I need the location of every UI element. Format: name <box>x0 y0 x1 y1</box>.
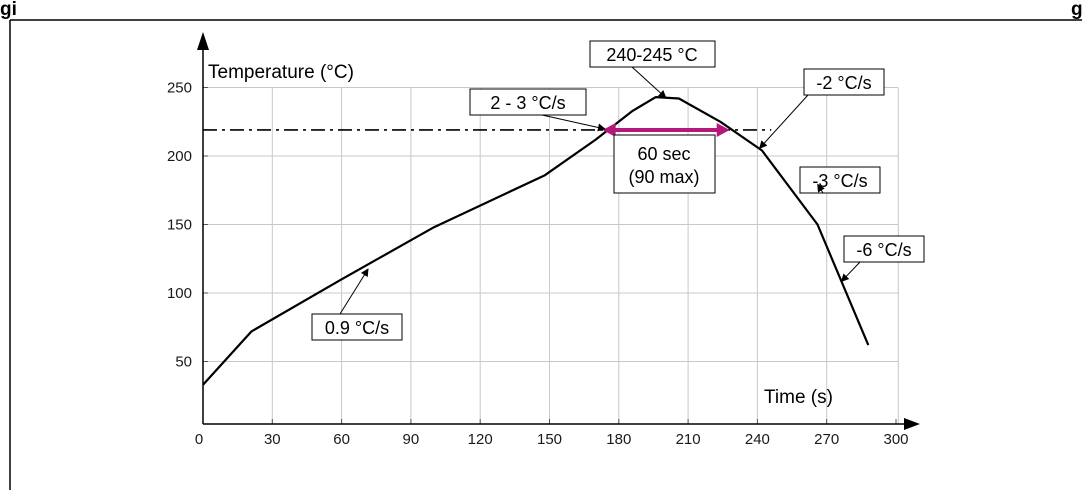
x-tick-label: 180 <box>606 431 631 448</box>
caption-fragment-right: g <box>1071 0 1082 20</box>
y-tick-label: 150 <box>167 217 192 234</box>
annotation-arrow <box>339 268 369 315</box>
x-axis-arrow <box>904 418 920 430</box>
annotation-cool-3: -6 °C/s <box>840 235 925 283</box>
annotation-peak: 240-245 °C <box>589 40 716 99</box>
annotation-text: -3 °C/s <box>812 171 867 191</box>
annotation-box <box>613 134 716 194</box>
x-tick-label: 0 <box>195 431 203 448</box>
annotation-cool-2: -3 °C/s <box>799 166 881 194</box>
y-tick-label: 50 <box>175 354 192 371</box>
annotation-arrow <box>631 66 667 99</box>
y-axis-title: Temperature (°C) <box>208 62 354 83</box>
annotation-arrow <box>759 94 809 149</box>
annotations: 240-245 °C 2 - 3 °C/s -2 °C/s -3 °C/s -6 °C/… <box>311 40 925 341</box>
temperature-profile-line <box>202 95 870 386</box>
annotation-box <box>311 313 403 341</box>
annotation-text: -6 °C/s <box>856 240 911 260</box>
annotation-box <box>803 68 885 96</box>
annotation-cool-1: -2 °C/s <box>759 68 885 149</box>
x-tick-label: 120 <box>468 431 493 448</box>
x-tick-label: 60 <box>333 431 350 448</box>
time-above-liquidus-arrow-right <box>716 122 730 137</box>
x-tick-label: 210 <box>676 431 701 448</box>
annotation-ramp-up: 2 - 3 °C/s <box>469 88 606 132</box>
annotation-time-above-liquidus: 60 sec (90 max) <box>613 134 716 194</box>
y-tick-label: 100 <box>167 285 192 302</box>
annotation-text: 2 - 3 °C/s <box>490 93 565 113</box>
x-tick-label: 30 <box>264 431 281 448</box>
annotation-text: 60 sec <box>637 144 690 164</box>
annotation-box <box>469 88 587 116</box>
y-tick-label: 200 <box>167 148 192 165</box>
x-tick-label: 150 <box>537 431 562 448</box>
annotation-arrow <box>817 183 825 194</box>
annotation-text: 240-245 °C <box>606 45 697 65</box>
x-tick-label: 270 <box>814 431 839 448</box>
axes: 0 30 60 90 120 150 180 210 240 270 300 50 100 150 200 2… <box>167 32 920 448</box>
annotation-arrow <box>840 261 861 283</box>
caption-fragment-left: gi <box>0 0 17 20</box>
series-group <box>202 95 870 386</box>
annotation-box <box>799 166 881 194</box>
grid <box>203 87 899 424</box>
y-axis-arrow <box>197 32 209 50</box>
annotation-preheat: 0.9 °C/s <box>311 268 403 341</box>
annotation-text: -2 °C/s <box>816 73 871 93</box>
x-tick-label: 300 <box>883 431 908 448</box>
annotation-box <box>843 235 925 263</box>
annotation-arrow <box>541 114 606 132</box>
x-axis-title: Time (s) <box>764 387 833 408</box>
annotation-text: (90 max) <box>628 167 699 187</box>
time-above-liquidus-arrow-left <box>602 122 616 137</box>
annotation-text: 0.9 °C/s <box>325 318 389 338</box>
x-tick-label: 90 <box>403 431 420 448</box>
annotation-box <box>589 40 716 68</box>
x-tick-label: 240 <box>745 431 770 448</box>
y-tick-label: 250 <box>167 80 192 97</box>
